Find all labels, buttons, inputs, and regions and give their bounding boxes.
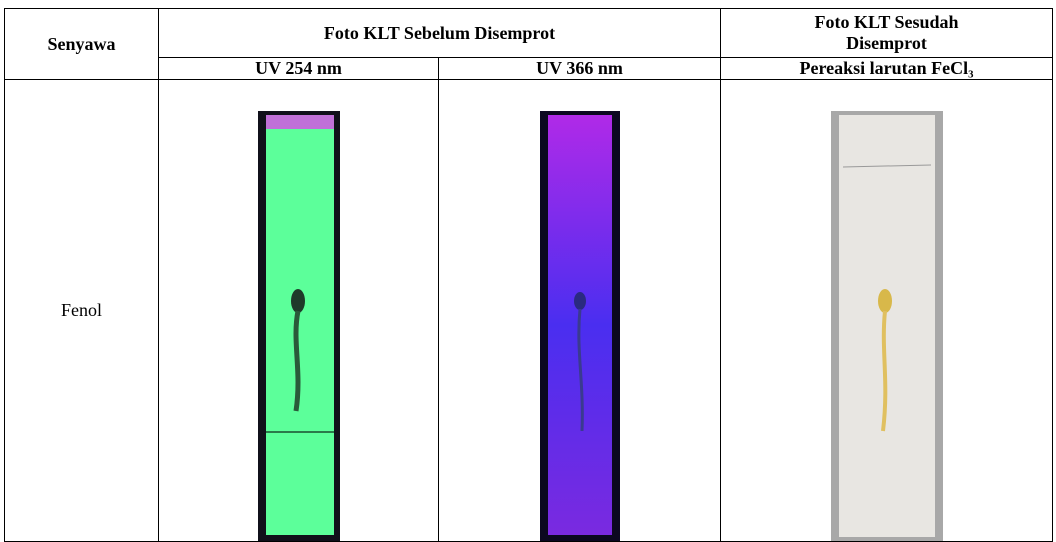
header-reagent: Pereaksi larutan FeCl₃ [799, 58, 973, 78]
header-cell: UV 254 nm [159, 58, 439, 80]
body-cell [439, 80, 721, 542]
header-cell: UV 366 nm [439, 58, 721, 80]
page: Senyawa Foto KLT Sebelum Disemprot Foto … [0, 0, 1056, 542]
body-cell [159, 80, 439, 542]
tlc-plate-fecl3 [831, 111, 943, 541]
compound-name: Fenol [61, 300, 102, 320]
tlc-plate-uv254 [258, 111, 340, 541]
header-cell: Pereaksi larutan FeCl₃ [721, 58, 1053, 80]
tlc-plate-uv366 [540, 111, 620, 541]
header-uv254: UV 254 nm [255, 58, 342, 78]
header-uv366: UV 366 nm [536, 58, 623, 78]
header-cell: Senyawa [5, 9, 159, 80]
body-cell [721, 80, 1053, 542]
body-cell: Fenol [5, 80, 159, 542]
header-before: Foto KLT Sebelum Disemprot [324, 23, 555, 43]
tlc-table: Senyawa Foto KLT Sebelum Disemprot Foto … [4, 8, 1053, 542]
header-compound: Senyawa [47, 34, 115, 54]
header-cell: Foto KLT Sebelum Disemprot [159, 9, 721, 58]
header-after: Foto KLT Sesudah Disemprot [814, 12, 958, 53]
header-cell: Foto KLT Sesudah Disemprot [721, 9, 1053, 58]
